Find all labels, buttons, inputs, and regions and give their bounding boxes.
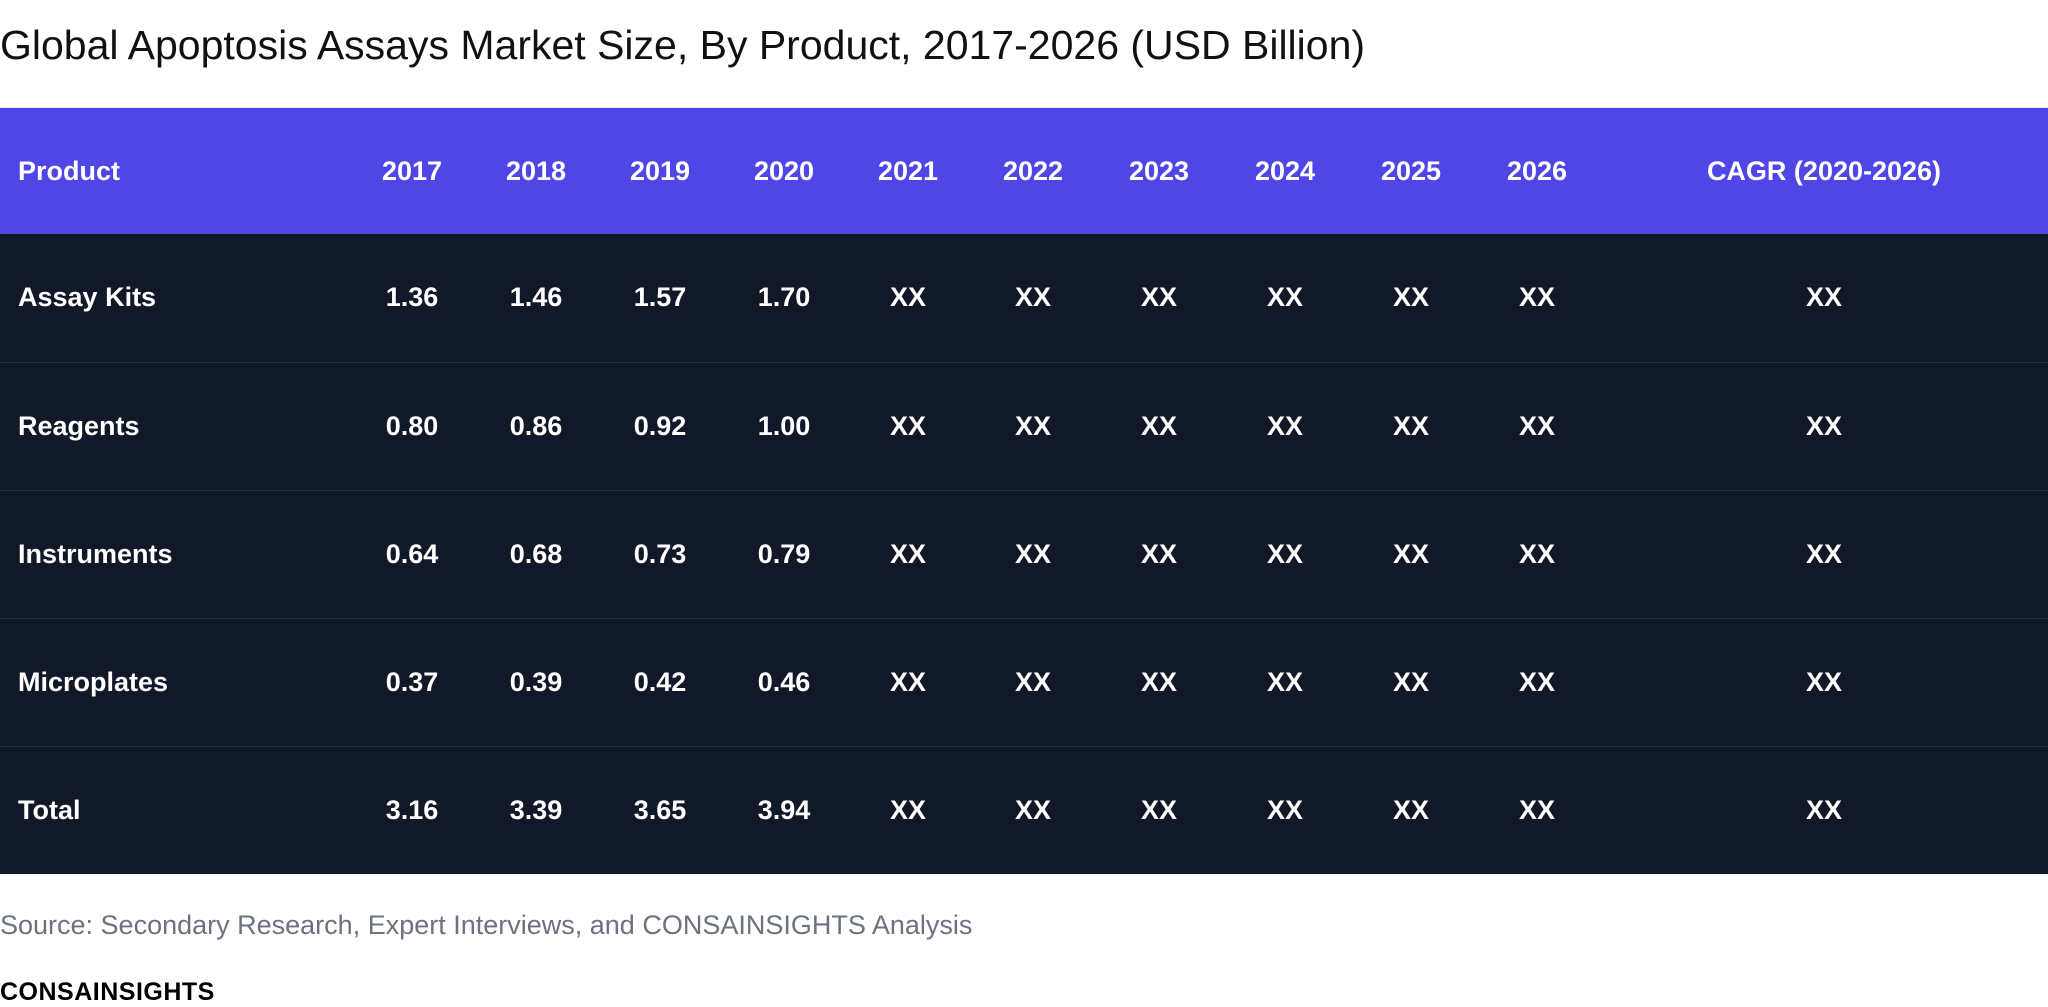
- table-header: Product 2017 2018 2019 2020 2021 2022 2023 2024 2…: [0, 108, 2048, 234]
- value-cell: 0.86: [474, 361, 598, 490]
- column-header-product: Product: [18, 155, 121, 186]
- value-cell: XX: [970, 745, 1096, 874]
- value-cell: XX: [1140, 282, 1178, 313]
- value-cell: 0.39: [474, 617, 598, 746]
- value-cell: XX: [1096, 617, 1222, 746]
- table-body: Assay Kits 1.36 1.46 1.57 1.70 XX XX XX XX XX XX XX…: [0, 234, 2048, 874]
- value-cell: 3.16: [350, 745, 474, 874]
- table-row: Reagents 0.80 0.86 0.92 1.00 XX XX XX XX XX XX XX: [0, 361, 2048, 490]
- value-cell: XX: [1518, 282, 1556, 313]
- value-cell: XX: [1600, 361, 2048, 490]
- value-cell: 3.94: [722, 745, 846, 874]
- value-cell: XX: [1392, 282, 1430, 313]
- chart-title: Global Apoptosis Assays Market Size, By …: [0, 22, 1366, 68]
- value-cell: XX: [846, 361, 970, 490]
- column-header: 2024: [1254, 155, 1316, 186]
- column-header: 2023: [1128, 155, 1190, 186]
- column-header: 2026: [1506, 155, 1568, 186]
- value-cell: XX: [1348, 489, 1474, 618]
- value-cell: 0.37: [350, 617, 474, 746]
- value-cell: XX: [1222, 361, 1348, 490]
- value-cell: XX: [1348, 617, 1474, 746]
- product-name-cell: Microplates: [0, 617, 350, 746]
- value-cell: XX: [1222, 617, 1348, 746]
- market-size-table: Product 2017 2018 2019 2020 2021 2022 2023 2024 2…: [0, 108, 2048, 874]
- value-cell: 0.92: [598, 361, 722, 490]
- value-cell: XX: [1014, 282, 1052, 313]
- value-cell: XX: [846, 617, 970, 746]
- column-header: 2025: [1380, 155, 1442, 186]
- value-cell: 0.42: [598, 617, 722, 746]
- value-cell: XX: [1600, 489, 2048, 618]
- product-name-cell: Assay Kits: [18, 282, 157, 313]
- value-cell: XX: [1222, 745, 1348, 874]
- consainsights-logo: CONSAINSIGHTS: [0, 978, 215, 1006]
- value-cell: XX: [970, 489, 1096, 618]
- table-row: Instruments 0.64 0.68 0.73 0.79 XX XX XX XX XX XX X…: [0, 489, 2048, 618]
- product-name-cell: Total: [0, 745, 350, 874]
- value-cell: XX: [1096, 489, 1222, 618]
- value-cell: XX: [1348, 361, 1474, 490]
- value-cell: 0.64: [350, 489, 474, 618]
- value-cell: 0.68: [474, 489, 598, 618]
- value-cell: 0.73: [598, 489, 722, 618]
- table-row: Assay Kits 1.36 1.46 1.57 1.70 XX XX XX XX XX XX XX: [0, 234, 2048, 362]
- value-cell: XX: [970, 361, 1096, 490]
- value-cell: 3.39: [474, 745, 598, 874]
- table-row: Microplates 0.37 0.39 0.42 0.46 XX XX XX XX XX XX X…: [0, 617, 2048, 746]
- value-cell: 1.36: [385, 282, 439, 313]
- value-cell: XX: [889, 282, 927, 313]
- product-name-cell: Instruments: [0, 489, 350, 618]
- value-cell: XX: [970, 617, 1096, 746]
- value-cell: XX: [1096, 361, 1222, 490]
- value-cell: XX: [1600, 617, 2048, 746]
- column-header: 2021: [877, 155, 939, 186]
- column-header: 2018: [505, 155, 567, 186]
- value-cell: 1.46: [509, 282, 563, 313]
- value-cell: XX: [1805, 282, 1843, 313]
- value-cell: 1.70: [757, 282, 811, 313]
- header-row: Product 2017 2018 2019 2020 2021 2022 2023 2024 2…: [0, 108, 2048, 234]
- value-cell: XX: [846, 489, 970, 618]
- column-header: 2022: [1002, 155, 1064, 186]
- product-name-cell: Reagents: [0, 361, 350, 490]
- value-cell: XX: [1348, 745, 1474, 874]
- column-header: 2017: [381, 155, 443, 186]
- value-cell: XX: [1266, 282, 1304, 313]
- value-cell: 3.65: [598, 745, 722, 874]
- table-row: Total 3.16 3.39 3.65 3.94 XX XX XX XX XX XX XX: [0, 745, 2048, 874]
- value-cell: 0.79: [722, 489, 846, 618]
- title-divider: [0, 107, 2048, 108]
- value-cell: XX: [1474, 361, 1600, 490]
- value-cell: XX: [1474, 489, 1600, 618]
- column-header: 2019: [629, 155, 691, 186]
- value-cell: 1.00: [722, 361, 846, 490]
- value-cell: XX: [1474, 745, 1600, 874]
- source-note: Source: Secondary Research, Expert Inter…: [0, 910, 973, 940]
- value-cell: 0.80: [350, 361, 474, 490]
- value-cell: XX: [1600, 745, 2048, 874]
- value-cell: 1.57: [633, 282, 687, 313]
- column-header: 2020: [753, 155, 815, 186]
- value-cell: XX: [1474, 617, 1600, 746]
- value-cell: XX: [1222, 489, 1348, 618]
- column-header: CAGR (2020-2026): [1706, 155, 1942, 186]
- value-cell: XX: [1096, 745, 1222, 874]
- value-cell: XX: [846, 745, 970, 874]
- value-cell: 0.46: [722, 617, 846, 746]
